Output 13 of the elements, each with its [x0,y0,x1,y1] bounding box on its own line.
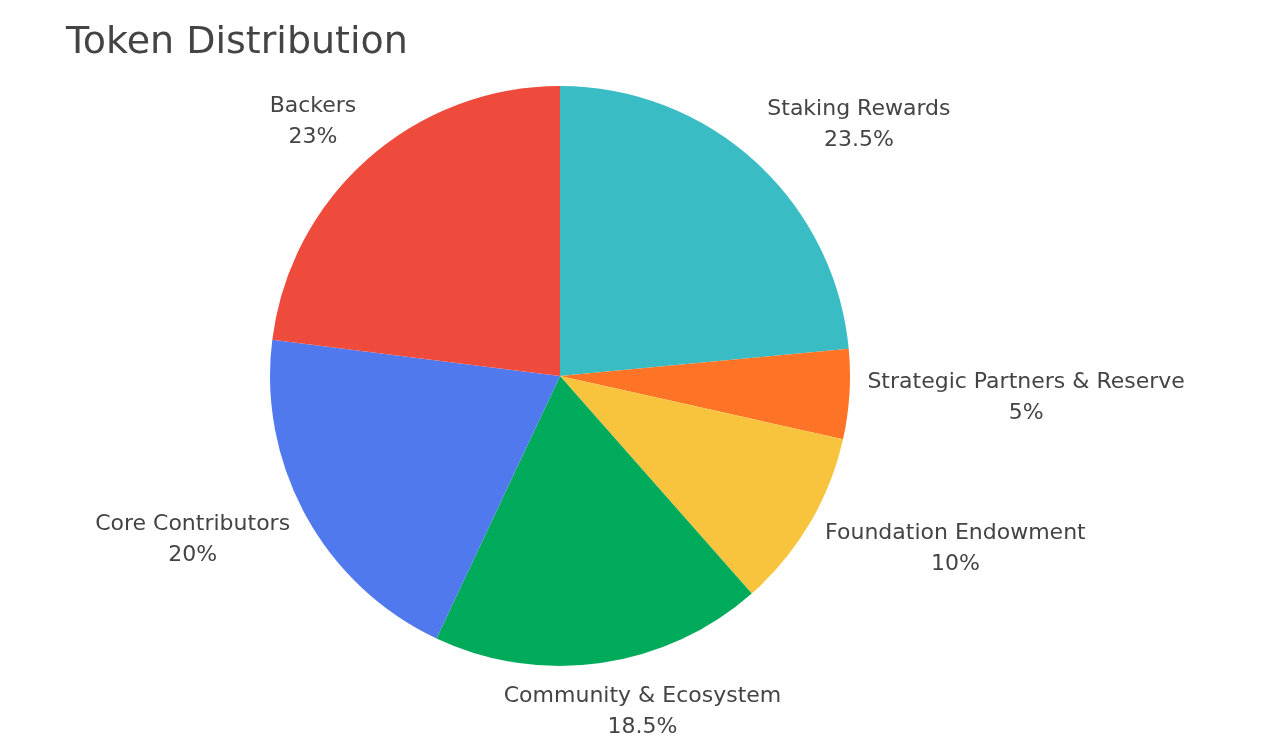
data-label: 23.5% [823,126,894,152]
slice-label: Backers [269,91,357,117]
slice-label: Foundation Endowment [825,518,1087,544]
slice-label: Core Contributors [95,509,291,535]
slice-label: Strategic Partners & Reserve [867,367,1185,393]
data-label: 10% [930,549,980,575]
data-label: 5% [1008,398,1044,424]
slice-label: Staking Rewards [767,95,951,121]
chart-title: Token Distribution [66,18,408,62]
data-label: 18.5% [607,712,678,738]
data-label: 20% [168,540,218,566]
data-label: 23% [288,122,338,148]
slice-label: Community & Ecosystem [503,681,782,707]
